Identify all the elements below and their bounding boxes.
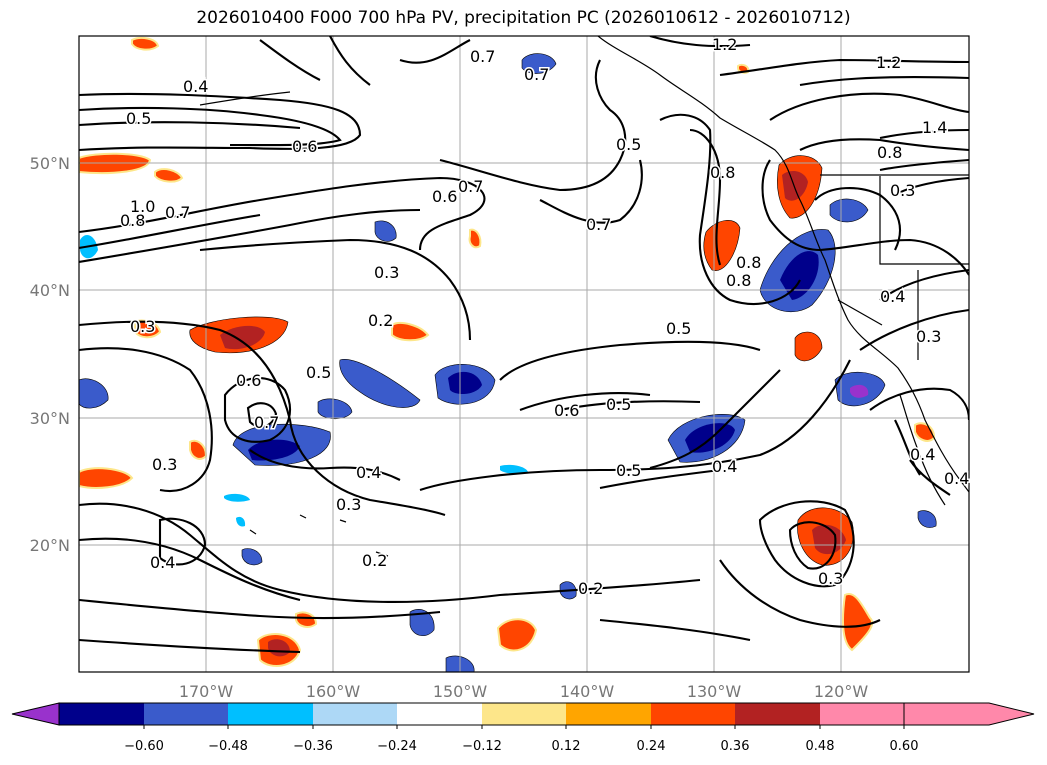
contour-label: 0.3 (818, 569, 843, 588)
colorbar-tick-label: −0.60 (124, 739, 164, 754)
contour-label: 0.4 (880, 287, 905, 306)
contour-label: 0.2 (368, 311, 393, 330)
contour-label: 0.3 (130, 317, 155, 336)
colorbar-segment (59, 703, 144, 725)
colorbar-tick-label: −0.24 (377, 739, 417, 754)
colorbar-segment (482, 703, 566, 725)
coastlines (199, 36, 969, 557)
contour-label: 0.3 (336, 495, 361, 514)
colorbar-tick-label: −0.48 (208, 739, 248, 754)
contour-label: 0.5 (306, 363, 331, 382)
contour-label: 0.2 (578, 579, 603, 598)
map-gridlines (79, 36, 969, 672)
lat-label: 20°N (30, 536, 70, 555)
colorbar-segment (397, 703, 482, 725)
contour-label: 0.8 (710, 163, 735, 182)
colorbar-extend-high (904, 703, 1034, 725)
contour-label: 1.2 (712, 35, 737, 54)
lat-label: 30°N (30, 409, 70, 428)
colorbar-segment (566, 703, 651, 725)
colorbar-segment (820, 703, 904, 725)
colorbar-tick-label: 0.60 (890, 739, 919, 754)
map-frame (78, 35, 970, 673)
contour-label: 0.6 (432, 187, 457, 206)
colorbar-segment (144, 703, 228, 725)
pv-contours (79, 36, 969, 654)
precip-shading (79, 37, 937, 672)
contour-label: 0.4 (712, 457, 737, 476)
lon-label: 170°W (179, 682, 234, 701)
contour-label: 0.2 (362, 551, 387, 570)
colorbar-segment (651, 703, 735, 725)
contour-label: 0.5 (606, 395, 631, 414)
map-area (79, 36, 969, 672)
contour-label: 0.8 (120, 211, 145, 230)
lon-label: 120°W (814, 682, 869, 701)
contour-label: 1.0 (130, 197, 155, 216)
contour-label: 0.8 (877, 143, 902, 162)
colorbar-tick-label: 0.48 (806, 739, 835, 754)
contour-label: 0.7 (524, 65, 549, 84)
contour-label: 0.4 (150, 553, 175, 572)
lat-label: 40°N (30, 281, 70, 300)
colorbar-segment (735, 703, 820, 725)
lon-label: 150°W (433, 682, 488, 701)
longitude-labels: 170°W 160°W 150°W 140°W 130°W 120°W (179, 682, 869, 701)
contour-label: 0.6 (292, 137, 317, 156)
contour-label: 0.8 (736, 253, 761, 272)
lat-label: 50°N (30, 154, 70, 173)
contour-label: 0.4 (356, 463, 381, 482)
contour-label: 1.2 (876, 53, 901, 72)
contour-label: 0.4 (944, 469, 969, 488)
contour-label: 0.3 (916, 327, 941, 346)
contour-label: 0.5 (666, 319, 691, 338)
contour-label: 0.7 (458, 177, 483, 196)
colorbar-extend-low (11, 702, 60, 726)
lon-label: 140°W (560, 682, 615, 701)
contour-labels: 0.7 1.2 0.4 0.7 1.2 0.5 0.5 1.4 0.6 0.8 … (119, 34, 971, 600)
colorbar-tick-label: −0.12 (462, 739, 502, 754)
colorbar: −0.60 −0.48 −0.36 −0.24 −0.12 0.12 0.24 … (11, 702, 1035, 754)
colorbar-tick-label: −0.36 (293, 739, 333, 754)
map-title: 2026010400 F000 700 hPa PV, precipitatio… (196, 8, 851, 28)
contour-label: 0.3 (374, 263, 399, 282)
contour-label: 0.6 (236, 371, 261, 390)
latitude-labels: 50°N 40°N 30°N 20°N (30, 154, 70, 555)
contour-label: 0.7 (470, 47, 495, 66)
lon-label: 160°W (306, 682, 361, 701)
contour-label: 0.7 (254, 413, 279, 432)
contour-label: 0.4 (910, 445, 935, 464)
contour-label: 0.3 (152, 455, 177, 474)
contour-label: 0.6 (554, 401, 579, 420)
contour-label: 0.5 (616, 461, 641, 480)
contour-label: 0.7 (165, 203, 190, 222)
contour-label: 0.3 (890, 181, 915, 200)
colorbar-segment (228, 703, 313, 725)
contour-label: 0.5 (616, 135, 641, 154)
contour-label: 0.7 (586, 215, 611, 234)
contour-label: 0.5 (126, 109, 151, 128)
lon-label: 130°W (687, 682, 742, 701)
contour-label: 1.4 (922, 118, 947, 137)
contour-label: 0.8 (726, 271, 751, 290)
colorbar-segment (313, 703, 397, 725)
colorbar-tick-label: 0.12 (552, 739, 581, 754)
colorbar-tick-label: 0.36 (721, 739, 750, 754)
colorbar-tick-label: 0.24 (637, 739, 666, 754)
contour-label: 0.4 (183, 77, 208, 96)
